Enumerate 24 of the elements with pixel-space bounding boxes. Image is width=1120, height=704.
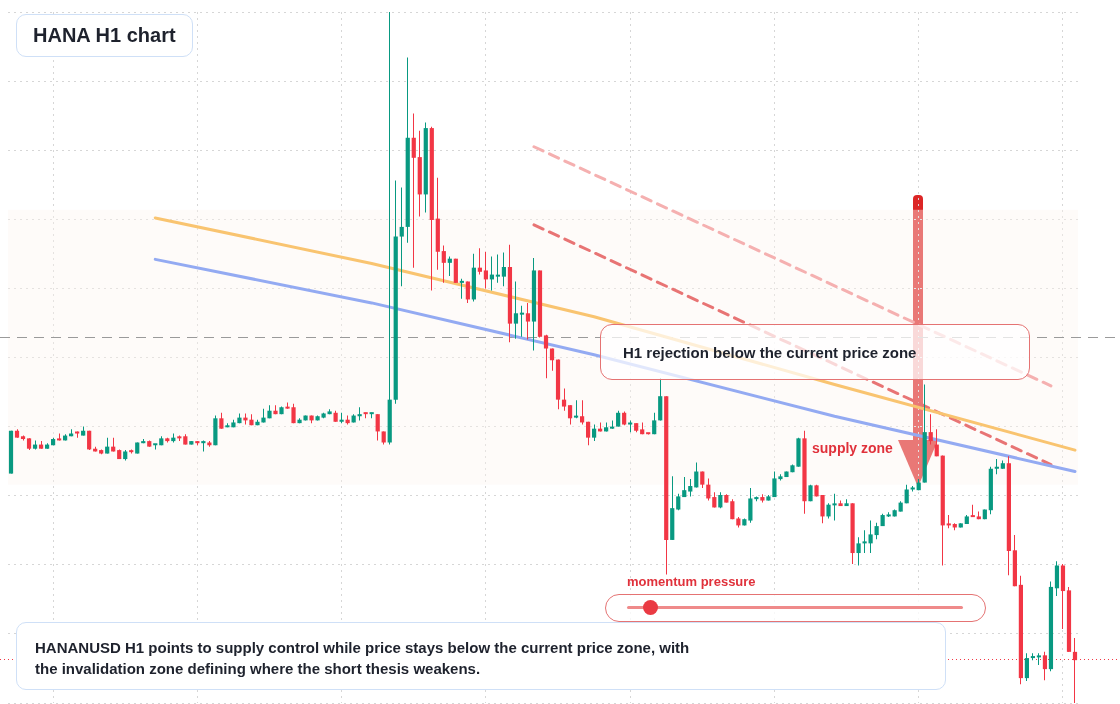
candlestick xyxy=(219,412,224,429)
annotation: HANANUSD H1 points to supply control while price stays below the current price zone, with the invalidation zone defining where the short thesis weakens. xyxy=(35,638,691,679)
candlestick xyxy=(453,258,458,283)
callout-box: H1 rejection below the current price zone xyxy=(600,324,1030,380)
candlestick xyxy=(646,432,651,435)
candlestick xyxy=(826,503,831,519)
candlestick xyxy=(958,523,963,528)
annotation: supply zone xyxy=(812,440,893,456)
candlestick xyxy=(982,509,987,520)
candlestick xyxy=(760,494,765,503)
annotation: momentum pressure xyxy=(627,574,756,589)
callout-box: HANANUSD H1 points to supply control while price stays below the current price zone, with the invalidation zone defining where the short thesis weakens. xyxy=(16,622,946,690)
candlestick xyxy=(844,499,849,507)
annotation: H1 rejection below the current price zone xyxy=(623,343,917,361)
candlestick xyxy=(189,441,194,445)
candlestick xyxy=(802,430,807,514)
text: HANA H1 chart xyxy=(16,14,193,57)
candlestick xyxy=(8,430,14,474)
candlestick xyxy=(135,442,140,454)
candlestick xyxy=(808,484,813,502)
candlestick xyxy=(832,493,837,521)
candlestick xyxy=(850,503,855,565)
candlestick xyxy=(856,537,861,566)
candlestick xyxy=(862,530,867,554)
